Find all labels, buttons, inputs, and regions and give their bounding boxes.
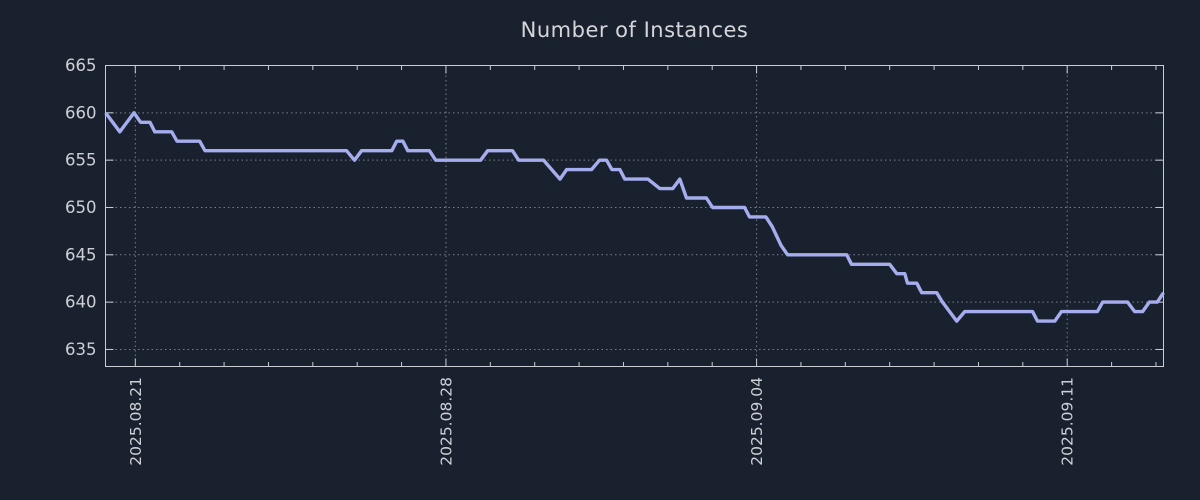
y-tick-label: 665 [65,56,97,75]
series-line-instances [104,111,1165,323]
plot-border [105,65,1164,367]
y-tick-label: 640 [65,293,97,312]
x-tick-label: 2025.08.21 [127,377,145,466]
x-tick-label: 2025.09.04 [748,377,766,466]
x-tick-label: 2025.09.11 [1059,377,1077,466]
chart-title: Number of Instances [520,18,749,42]
y-tick-label: 645 [65,245,97,264]
y-tick-label: 635 [65,340,97,359]
y-tick-label: 655 [65,151,97,170]
y-tick-label: 650 [65,198,97,217]
x-tick-label: 2025.08.28 [437,377,455,466]
y-tick-label: 660 [65,103,97,122]
